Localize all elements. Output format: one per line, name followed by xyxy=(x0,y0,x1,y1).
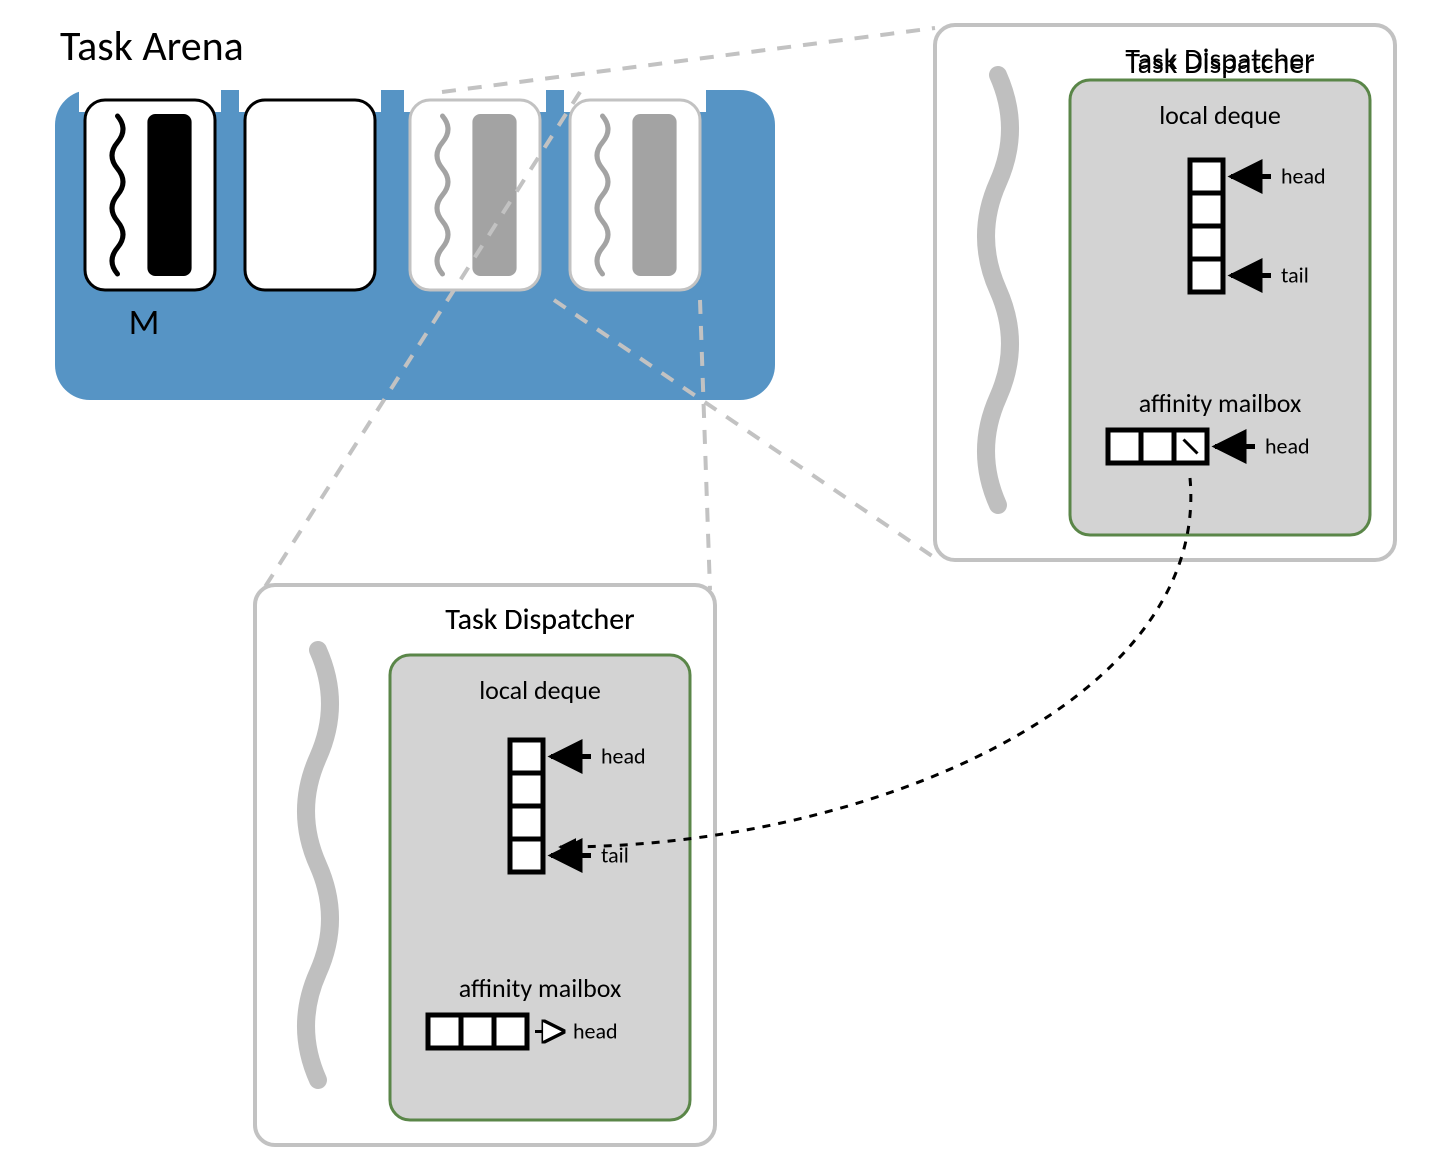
dispatcher-title-bottom: Task Dispatcher xyxy=(445,601,634,638)
head-label: head xyxy=(601,743,646,770)
tail-label: tail xyxy=(1281,262,1309,289)
affinity-mailbox-label: affinity mailbox xyxy=(459,972,622,1004)
arena-title: Task Arena xyxy=(60,21,244,72)
affinity-mailbox-label: affinity mailbox xyxy=(1139,387,1302,419)
head-label: head xyxy=(1281,163,1326,190)
mailbox-head-label: head xyxy=(1265,433,1310,460)
dispatcher-title-right: Task Dispatcher xyxy=(1125,41,1314,78)
mailbox-head-label: head xyxy=(573,1018,618,1045)
m-label: M xyxy=(129,300,160,344)
local-deque-label: local deque xyxy=(1159,99,1281,131)
local-deque-label: local deque xyxy=(479,674,601,706)
task-arena xyxy=(55,88,775,400)
